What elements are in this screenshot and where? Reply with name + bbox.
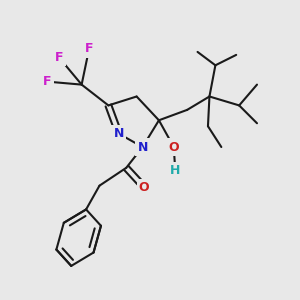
Text: N: N: [137, 140, 148, 154]
Text: F: F: [43, 75, 52, 88]
Text: O: O: [139, 181, 149, 194]
Text: F: F: [55, 51, 64, 64]
Text: F: F: [85, 42, 93, 56]
Text: H: H: [170, 164, 181, 177]
Text: N: N: [114, 127, 124, 140]
Text: O: O: [169, 140, 179, 154]
